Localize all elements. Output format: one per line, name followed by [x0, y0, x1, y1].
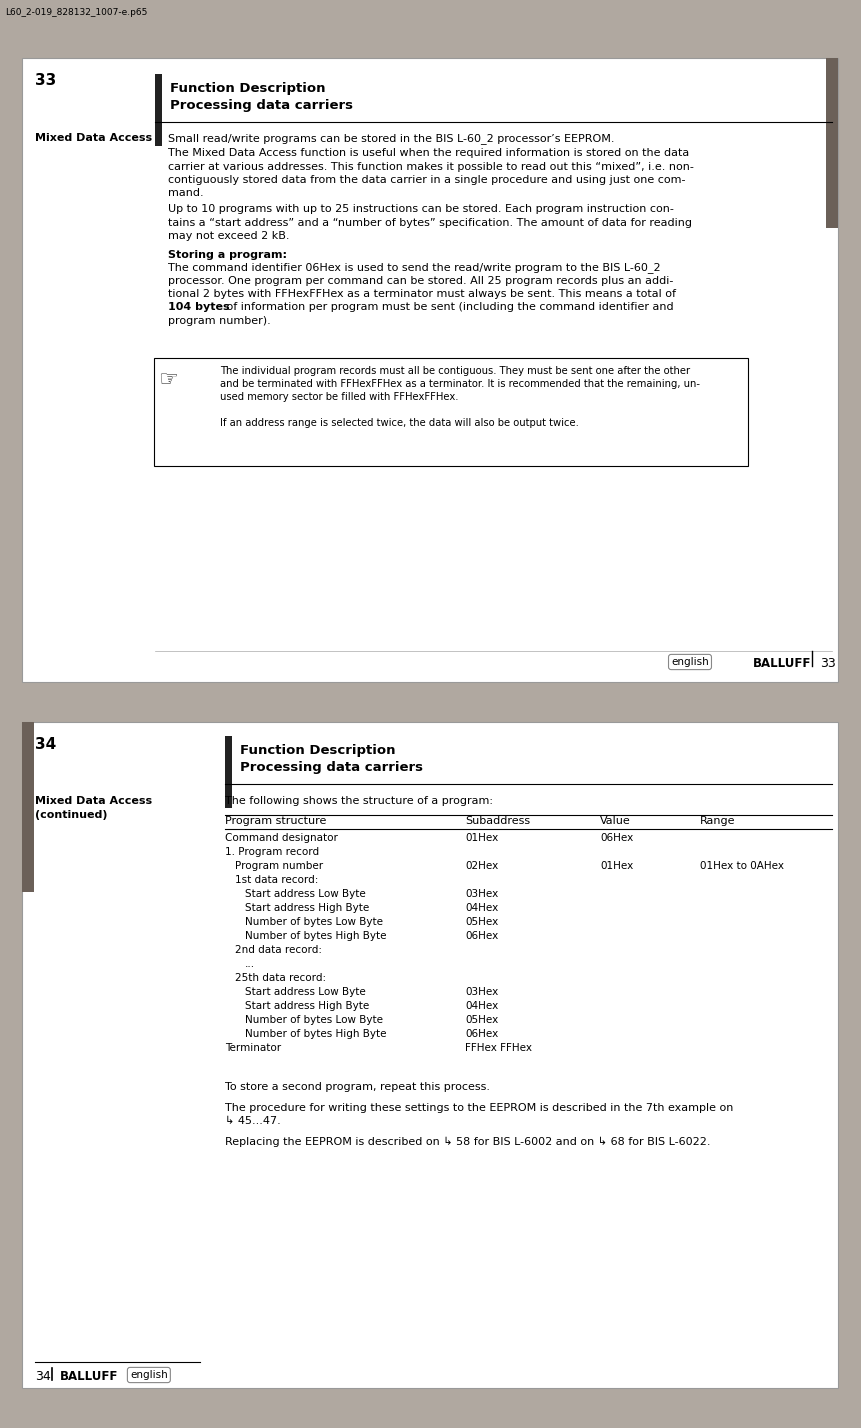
Text: BALLUFF: BALLUFF: [753, 657, 811, 670]
Text: Start address Low Byte: Start address Low Byte: [245, 987, 366, 997]
Text: used memory sector be filled with FFHexFFHex.: used memory sector be filled with FFHexF…: [220, 393, 459, 403]
Text: 06Hex: 06Hex: [600, 833, 633, 843]
Text: 1st data record:: 1st data record:: [235, 875, 319, 885]
Text: english: english: [671, 657, 709, 667]
Text: Number of bytes High Byte: Number of bytes High Byte: [245, 1030, 387, 1040]
Text: BALLUFF: BALLUFF: [60, 1369, 118, 1382]
Text: Start address Low Byte: Start address Low Byte: [245, 890, 366, 900]
Text: Value: Value: [600, 815, 631, 825]
Text: 03Hex: 03Hex: [465, 987, 499, 997]
Text: may not exceed 2 kB.: may not exceed 2 kB.: [168, 231, 289, 241]
Text: To store a second program, repeat this process.: To store a second program, repeat this p…: [225, 1082, 490, 1092]
Text: 05Hex: 05Hex: [465, 917, 499, 927]
Text: Number of bytes Low Byte: Number of bytes Low Byte: [245, 917, 383, 927]
Text: 04Hex: 04Hex: [465, 1001, 499, 1011]
Text: Function Description: Function Description: [240, 744, 395, 757]
Text: 34: 34: [35, 1369, 51, 1382]
Text: 104 bytes: 104 bytes: [168, 303, 230, 313]
Text: Range: Range: [700, 815, 735, 825]
Text: Terminator: Terminator: [225, 1042, 282, 1052]
Text: 34: 34: [35, 737, 56, 753]
Text: ↳ 45...47.: ↳ 45...47.: [225, 1117, 281, 1127]
Text: Processing data carriers: Processing data carriers: [170, 99, 353, 111]
Text: Command designator: Command designator: [225, 833, 338, 843]
Text: The procedure for writing these settings to the EEPROM is described in the 7th e: The procedure for writing these settings…: [225, 1102, 734, 1112]
Text: If an address range is selected twice, the data will also be output twice.: If an address range is selected twice, t…: [220, 418, 579, 428]
Text: 04Hex: 04Hex: [465, 902, 499, 912]
Text: 02Hex: 02Hex: [465, 861, 499, 871]
Text: mand.: mand.: [168, 188, 203, 198]
Text: The Mixed Data Access function is useful when the required information is stored: The Mixed Data Access function is useful…: [168, 149, 690, 159]
Text: 01Hex: 01Hex: [465, 833, 499, 843]
Text: program number).: program number).: [168, 316, 270, 326]
Text: 25th data record:: 25th data record:: [235, 972, 326, 982]
Text: tional 2 bytes with FFHexFFHex as a terminator must always be sent. This means a: tional 2 bytes with FFHexFFHex as a term…: [168, 288, 676, 298]
Text: 33: 33: [820, 657, 836, 670]
Bar: [22, 723, 838, 1388]
Text: The individual program records must all be contiguous. They must be sent one aft: The individual program records must all …: [220, 366, 691, 376]
Text: Number of bytes Low Byte: Number of bytes Low Byte: [245, 1015, 383, 1025]
Bar: [22, 723, 34, 892]
Text: tains a “start address” and a “number of bytes” specification. The amount of dat: tains a “start address” and a “number of…: [168, 217, 692, 227]
Text: 2nd data record:: 2nd data record:: [235, 945, 322, 955]
Text: 06Hex: 06Hex: [465, 1030, 499, 1040]
Text: english: english: [130, 1369, 168, 1379]
Text: Function Description: Function Description: [170, 81, 325, 96]
Text: ...: ...: [245, 960, 255, 970]
Text: of information per program must be sent (including the command identifier and: of information per program must be sent …: [223, 303, 673, 313]
Text: Number of bytes High Byte: Number of bytes High Byte: [245, 931, 387, 941]
Text: Storing a program:: Storing a program:: [168, 250, 287, 260]
Text: carrier at various addresses. This function makes it possible to read out this “: carrier at various addresses. This funct…: [168, 161, 694, 171]
Bar: [155, 74, 162, 146]
Text: Subaddress: Subaddress: [465, 815, 530, 825]
Text: Start address High Byte: Start address High Byte: [245, 1001, 369, 1011]
Bar: [826, 59, 838, 228]
Text: Program structure: Program structure: [225, 815, 326, 825]
Text: 33: 33: [35, 73, 56, 89]
Text: 1. Program record: 1. Program record: [225, 847, 319, 857]
Text: 06Hex: 06Hex: [465, 931, 499, 941]
Bar: [225, 735, 232, 808]
Text: 01Hex to 0AHex: 01Hex to 0AHex: [700, 861, 784, 871]
Text: 01Hex: 01Hex: [600, 861, 633, 871]
Text: The following shows the structure of a program:: The following shows the structure of a p…: [225, 795, 493, 805]
Text: FFHex FFHex: FFHex FFHex: [465, 1042, 532, 1052]
Text: Program number: Program number: [235, 861, 323, 871]
Text: L60_2-019_828132_1007-e.p65: L60_2-019_828132_1007-e.p65: [5, 9, 147, 17]
Text: Start address High Byte: Start address High Byte: [245, 902, 369, 912]
Text: Up to 10 programs with up to 25 instructions can be stored. Each program instruc: Up to 10 programs with up to 25 instruct…: [168, 204, 674, 214]
Text: Processing data carriers: Processing data carriers: [240, 761, 423, 774]
Text: 03Hex: 03Hex: [465, 890, 499, 900]
Bar: [22, 59, 838, 683]
Text: The command identifier 06Hex is used to send the read/write program to the BIS L: The command identifier 06Hex is used to …: [168, 261, 660, 273]
Text: and be terminated with FFHexFFHex as a terminator. It is recommended that the re: and be terminated with FFHexFFHex as a t…: [220, 378, 700, 388]
Text: Small read/write programs can be stored in the BIS L-60_2 processor’s EEPROM.: Small read/write programs can be stored …: [168, 133, 615, 144]
Text: Replacing the EEPROM is described on ↳ 58 for BIS L-6002 and on ↳ 68 for BIS L-6: Replacing the EEPROM is described on ↳ 5…: [225, 1137, 710, 1147]
Text: Mixed Data Access
(continued): Mixed Data Access (continued): [35, 795, 152, 820]
Text: ☞: ☞: [158, 370, 178, 390]
Text: 05Hex: 05Hex: [465, 1015, 499, 1025]
Text: Mixed Data Access: Mixed Data Access: [35, 133, 152, 143]
Text: processor. One program per command can be stored. All 25 program records plus an: processor. One program per command can b…: [168, 276, 673, 286]
Text: contiguously stored data from the data carrier in a single procedure and using j: contiguously stored data from the data c…: [168, 176, 685, 186]
Bar: [154, 358, 748, 466]
